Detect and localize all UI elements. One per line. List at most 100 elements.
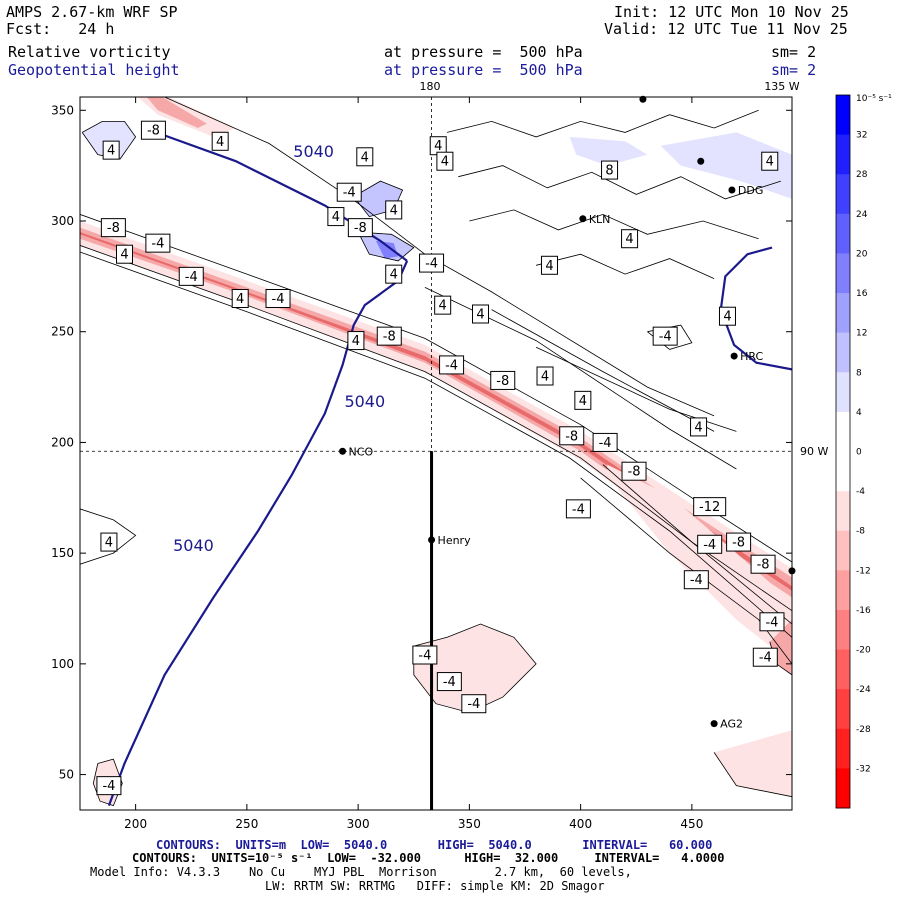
colorbar-tick-label: -8 bbox=[856, 527, 865, 537]
vorticity-contour-15 bbox=[447, 109, 759, 138]
vorticity-contour-2 bbox=[80, 251, 792, 638]
contour-label-2: 4 bbox=[211, 131, 229, 151]
vorticity-contour-9 bbox=[80, 508, 137, 565]
field2-pressure: at pressure = 500 hPa bbox=[384, 61, 583, 79]
station-name: AG2 bbox=[720, 718, 743, 731]
field2-label: Geopotential height bbox=[8, 61, 180, 79]
contour-label-box bbox=[693, 497, 727, 517]
vorticity-fill-15 bbox=[714, 730, 792, 797]
colorbar-segment bbox=[836, 95, 850, 136]
contour-label-6: 4 bbox=[327, 207, 345, 227]
contour-label-18: 4 bbox=[472, 304, 489, 324]
colorbar-segment bbox=[836, 689, 850, 730]
colorbar-tick-label: -20 bbox=[856, 646, 871, 656]
contour-label-24: -4 bbox=[592, 432, 618, 452]
contour-label-37: 4 bbox=[100, 532, 118, 552]
contour-label-text: -8 bbox=[732, 536, 745, 551]
contour-label-box bbox=[347, 218, 373, 238]
contour-label-text: 4 bbox=[105, 536, 113, 551]
contour-label-17: 4 bbox=[434, 295, 452, 315]
colorbar-tick-label: 32 bbox=[856, 131, 867, 141]
vorticity-fill-layer bbox=[80, 97, 792, 806]
contour-label-text: -4 bbox=[765, 615, 778, 630]
vorticity-contour-10 bbox=[413, 623, 537, 714]
vorticity-fill-8 bbox=[82, 121, 136, 159]
contour-label-box bbox=[759, 612, 785, 632]
vorticity-contour-7 bbox=[602, 464, 792, 625]
contour-label-box bbox=[752, 647, 778, 667]
contour-label-27: -12 bbox=[693, 497, 727, 517]
contour-label-text: -8 bbox=[107, 221, 120, 236]
axis-layer: 200 250 300 350 400 450 50 100 150 200 250 300 350 bbox=[51, 97, 792, 831]
colorbar-segment bbox=[836, 451, 850, 492]
colorbar-segment bbox=[836, 491, 850, 532]
contour-label-20: -8 bbox=[376, 326, 402, 346]
x-tick-label: 350 bbox=[458, 817, 481, 831]
contour-label-text: 4 bbox=[441, 155, 449, 170]
contour-label-box bbox=[100, 218, 126, 238]
contour-label-box bbox=[385, 200, 403, 220]
contour-label-38: -4 bbox=[96, 776, 122, 796]
contour-label-text: 8 bbox=[605, 164, 613, 179]
footer-physics: LW: RRTM SW: RRTMG DIFF: simple KM: 2D S… bbox=[265, 879, 605, 893]
contour-label-9: -8 bbox=[100, 218, 126, 238]
contour-label-text: -4 bbox=[102, 779, 115, 794]
colorbar-frame bbox=[835, 94, 851, 809]
contour-label-text: -4 bbox=[690, 573, 703, 588]
colorbar-tick-label: 24 bbox=[856, 210, 868, 220]
station-marker bbox=[710, 720, 718, 728]
colorbar-tick-label: 4 bbox=[856, 408, 862, 418]
contour-label-text: 4 bbox=[361, 150, 369, 165]
field2-smoothing: sm= 2 bbox=[771, 61, 817, 79]
y-tick-label: 100 bbox=[51, 657, 74, 671]
colorbar-segment bbox=[836, 293, 850, 334]
contour-label-box bbox=[327, 207, 345, 227]
contour-label-32: -4 bbox=[759, 612, 785, 632]
contour-label-11: 4 bbox=[116, 244, 133, 264]
contour-label-text: -4 bbox=[151, 237, 164, 252]
contour-label-box bbox=[100, 532, 118, 552]
contour-label-10: -4 bbox=[145, 233, 171, 253]
y-tick-label: 200 bbox=[51, 435, 74, 449]
vorticity-contour-12 bbox=[81, 121, 137, 160]
contour-label-text: 4 bbox=[766, 155, 774, 170]
contour-label-41: 4 bbox=[761, 151, 779, 171]
contour-label-box bbox=[652, 326, 678, 346]
contour-label-12: -4 bbox=[178, 266, 204, 286]
contour-label-box bbox=[436, 672, 462, 692]
colorbar-segment bbox=[836, 411, 850, 452]
contour-label-text: -4 bbox=[467, 697, 480, 712]
colorbar-tick-label: 8 bbox=[856, 368, 862, 378]
vorticity-contour-17 bbox=[469, 209, 759, 240]
contour-label-13: 4 bbox=[231, 289, 249, 308]
geopotential-layer: 5040 5040 5040 bbox=[107, 133, 792, 806]
contour-label-22: -8 bbox=[490, 370, 516, 390]
colorbar-segment bbox=[836, 728, 850, 769]
contour-label-box bbox=[565, 499, 591, 519]
contour-label-text: 4 bbox=[476, 308, 484, 323]
station-ddg: DDG bbox=[728, 184, 763, 197]
contour-label-box bbox=[690, 417, 708, 437]
contour-label-text: 4 bbox=[579, 394, 587, 409]
x-tick-label: 200 bbox=[124, 817, 147, 831]
contour-label-text: -8 bbox=[383, 330, 396, 345]
contour-label-text: 4 bbox=[625, 232, 633, 247]
footer-vorticity-contours: CONTOURS: UNITS=10⁻⁵ s⁻¹ LOW= -32.000 HI… bbox=[132, 851, 725, 865]
station-name: HRC bbox=[740, 350, 763, 363]
station-marker bbox=[579, 215, 587, 223]
grid-line-layer bbox=[80, 97, 792, 810]
contour-label-text: -8 bbox=[496, 374, 509, 389]
contour-label-5: 4 bbox=[429, 136, 447, 156]
geopotential-label-2: 5040 bbox=[173, 536, 214, 555]
contour-label-30: -8 bbox=[750, 554, 776, 574]
contour-label-48: 4 bbox=[690, 417, 708, 437]
contour-label-box bbox=[750, 554, 776, 574]
contour-label-0: 4 bbox=[102, 140, 120, 160]
station-layer: NCO Henry KLN DDG HRC AG2 bbox=[339, 95, 796, 731]
y-tick-label: 300 bbox=[51, 214, 74, 228]
colorbar: 32 28 24 20 16 12 8 4 0 -4 -8 -12 -16 -20 -24 -28 -32 10⁻… bbox=[835, 94, 892, 809]
contour-label-box bbox=[559, 426, 585, 446]
contour-label-15: 4 bbox=[385, 264, 403, 284]
contour-label-box bbox=[347, 331, 365, 351]
contour-label-text: -4 bbox=[343, 186, 356, 201]
